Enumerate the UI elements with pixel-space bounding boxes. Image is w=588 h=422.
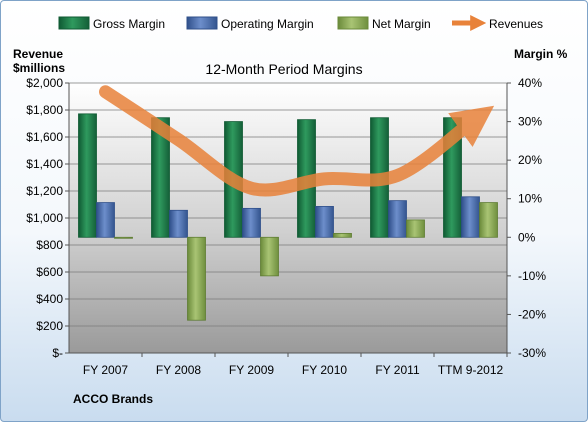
operating-margin-bar bbox=[461, 196, 480, 238]
revenue-line bbox=[99, 85, 495, 197]
right-tick-label: 0% bbox=[518, 230, 536, 244]
right-axis-title: Margin % bbox=[514, 47, 568, 61]
right-tick-label: 20% bbox=[518, 153, 542, 167]
left-tick-label: $1,200 bbox=[26, 184, 63, 198]
left-tick-label: $1,600 bbox=[26, 130, 63, 144]
legend-label-revenues: Revenues bbox=[489, 17, 543, 31]
left-axis-title-line2: $millions bbox=[13, 61, 65, 75]
x-tick-label: FY 2008 bbox=[156, 363, 201, 377]
right-tick-label: 30% bbox=[518, 115, 542, 129]
left-tick-label: $1,400 bbox=[26, 157, 63, 171]
chart-title: 12-Month Period Margins bbox=[205, 61, 362, 77]
x-tick-label: FY 2009 bbox=[229, 363, 274, 377]
left-tick-label: $1,800 bbox=[26, 103, 63, 117]
company-label: ACCO Brands bbox=[73, 392, 153, 406]
left-tick-label: $600 bbox=[36, 265, 63, 279]
right-tick-label: -30% bbox=[518, 346, 546, 360]
legend-swatch-operating-margin bbox=[186, 16, 218, 30]
right-tick-label: -10% bbox=[518, 269, 546, 283]
operating-margin-bar bbox=[96, 202, 115, 238]
legend-label-net-margin: Net Margin bbox=[372, 17, 431, 31]
right-tick-label: 10% bbox=[518, 192, 542, 206]
net-margin-bar bbox=[114, 236, 133, 239]
left-tick-label: $- bbox=[52, 346, 63, 360]
net-margin-bar bbox=[479, 202, 498, 238]
right-tick-label: -20% bbox=[518, 307, 546, 321]
left-tick-label: $800 bbox=[36, 238, 63, 252]
left-tick-label: $400 bbox=[36, 292, 63, 306]
operating-margin-bar bbox=[315, 206, 334, 238]
revenue-line-path bbox=[99, 85, 495, 197]
net-margin-bar bbox=[260, 236, 279, 277]
x-tick-label: FY 2007 bbox=[83, 363, 128, 377]
operating-margin-bar bbox=[169, 209, 188, 238]
legend-swatch-net-margin bbox=[337, 16, 369, 30]
net-margin-bar bbox=[333, 233, 352, 238]
right-tick-label: 40% bbox=[518, 76, 542, 90]
x-tick-label: FY 2011 bbox=[375, 363, 420, 377]
operating-margin-bar bbox=[242, 207, 261, 238]
gross-margin-bar bbox=[151, 117, 170, 238]
axes: $2,000 $1,800 $1,600 $1,400 $1,200 $1,000 $800… bbox=[26, 76, 546, 377]
legend: Gross Margin Operating Margin Net Margin… bbox=[58, 14, 543, 32]
legend-swatch-gross-margin bbox=[58, 16, 90, 30]
left-tick-label: $200 bbox=[36, 319, 63, 333]
net-margin-bar bbox=[187, 236, 206, 321]
x-tick-label: FY 2010 bbox=[302, 363, 347, 377]
left-tick-label: $2,000 bbox=[26, 76, 63, 90]
gross-margin-bar bbox=[78, 113, 97, 238]
operating-margin-bar bbox=[388, 200, 407, 238]
legend-label-gross-margin: Gross Margin bbox=[93, 17, 165, 31]
x-tick-label: TTM 9-2012 bbox=[438, 363, 504, 377]
legend-label-operating-margin: Operating Margin bbox=[221, 17, 314, 31]
left-axis-title-line1: Revenue bbox=[13, 47, 63, 61]
left-tick-label: $1,000 bbox=[26, 211, 63, 225]
net-margin-bar bbox=[406, 219, 425, 238]
